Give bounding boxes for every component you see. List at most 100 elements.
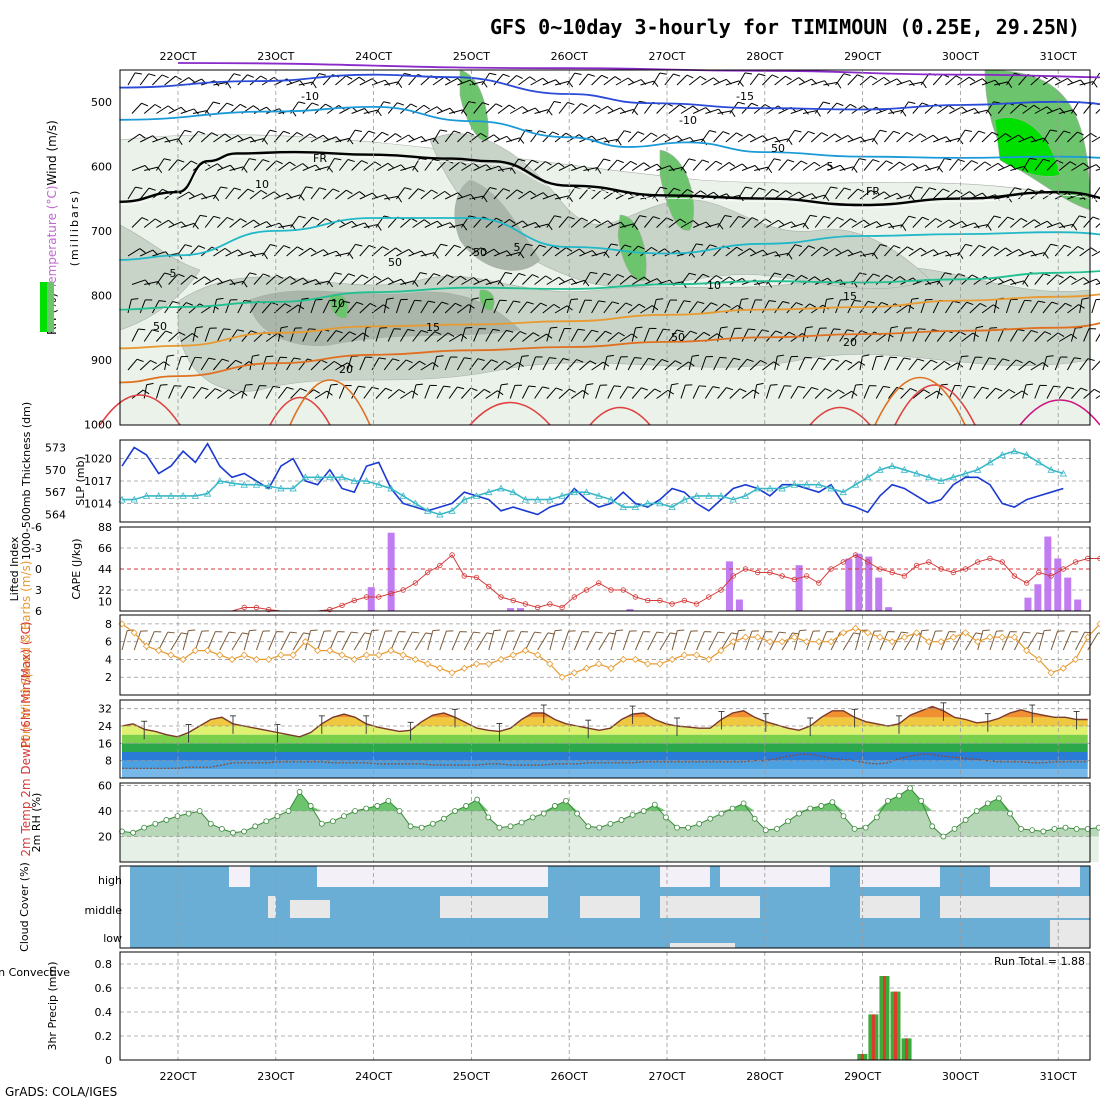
wind-barb <box>830 186 838 189</box>
wind-barb <box>457 304 469 314</box>
wind-barb <box>262 159 270 163</box>
thickness-point <box>313 473 322 481</box>
wind-barb <box>998 278 1012 285</box>
rh-point <box>929 823 936 830</box>
warm-contour <box>809 406 871 426</box>
wind-barb <box>594 104 601 109</box>
wind-barb <box>603 76 616 86</box>
contour-label: -10 <box>679 114 697 127</box>
wind-barb <box>768 300 776 303</box>
wind-barb <box>366 630 373 651</box>
wind-barb <box>440 243 448 247</box>
wind-barb <box>802 327 807 342</box>
wind-barb <box>867 300 875 304</box>
wind-barb <box>920 73 930 86</box>
wind-barb <box>736 132 743 137</box>
wind-barb <box>493 135 507 143</box>
wind-barb <box>371 629 379 632</box>
wind-barb <box>823 358 833 371</box>
wind-barb <box>326 158 335 171</box>
wind-barb <box>664 248 671 254</box>
wind-barb <box>158 631 169 651</box>
wind-barb <box>612 301 620 305</box>
wind-barb <box>519 330 527 335</box>
thickness-point <box>778 484 786 492</box>
wind-barb <box>1054 76 1061 82</box>
cape-tick: 88 <box>98 521 112 534</box>
rh-point <box>374 803 381 809</box>
wind-barb <box>802 387 813 399</box>
wind-barb <box>483 388 491 394</box>
lifted-point <box>1072 559 1079 565</box>
wind-barb <box>745 186 753 189</box>
wind-barb <box>141 217 149 221</box>
wind-speed-point <box>265 655 273 664</box>
wind-barb <box>919 133 927 139</box>
wind-barb <box>823 81 838 86</box>
rh-ylabel: 2m RH (%) <box>30 793 43 853</box>
wind-barb <box>505 75 517 86</box>
wind-barb <box>244 300 252 302</box>
wind-barb <box>835 187 845 200</box>
lifted-point <box>1011 573 1018 579</box>
wind-barb <box>705 160 717 171</box>
contour-label: 50 <box>153 320 167 333</box>
wind-barb <box>737 248 751 257</box>
wind-barb <box>696 243 704 246</box>
wind-barb <box>237 329 245 332</box>
wind-barb <box>532 274 539 278</box>
wind-barb <box>444 192 459 200</box>
wind-barb <box>582 384 587 399</box>
wind-barb <box>522 222 536 228</box>
wind-barb <box>517 129 526 143</box>
wind-barb <box>908 299 913 314</box>
wind-barb <box>989 630 997 651</box>
wind-barb <box>993 133 1006 143</box>
rh-point <box>862 824 869 831</box>
wind-barb <box>680 272 690 285</box>
wind-barb <box>460 101 470 114</box>
wind-speed-point <box>766 638 774 646</box>
wind-barb <box>827 163 834 169</box>
wind-speed-point <box>1023 646 1031 655</box>
rh-point <box>241 828 248 835</box>
wind-barb <box>199 214 207 217</box>
wind-barb <box>660 186 668 190</box>
wind-barb <box>971 160 979 164</box>
wind-barb <box>619 275 632 285</box>
rh-point <box>818 803 825 809</box>
cape-panel <box>120 527 1100 613</box>
wind-barb <box>826 297 834 300</box>
wind-barb <box>509 219 516 224</box>
wind-barb <box>546 276 560 285</box>
wind-barb <box>683 300 691 303</box>
wind-barb <box>310 187 320 200</box>
wind-barb <box>226 82 232 89</box>
wind-barb <box>717 215 726 228</box>
wind-barb <box>1079 132 1091 143</box>
wind-barb <box>384 81 398 86</box>
wind-barb <box>659 632 671 651</box>
wind-barb <box>517 361 524 367</box>
wind-barb <box>920 359 932 371</box>
wind-barb <box>773 361 780 367</box>
wind-barb <box>522 107 536 114</box>
wind-barb <box>524 631 535 651</box>
wind-barb <box>729 163 743 171</box>
wind-barb <box>233 73 241 76</box>
wind-speed-point <box>570 669 578 677</box>
wind-barb <box>485 103 497 114</box>
precip-convective-bar <box>860 1054 864 1060</box>
wind-barb <box>1042 362 1049 368</box>
wind-barb <box>596 167 602 174</box>
wind-barb <box>901 631 909 634</box>
wind-barb <box>798 193 813 200</box>
wind-barb <box>375 277 389 285</box>
wind-barb <box>1087 358 1095 361</box>
wind-barb <box>194 356 202 359</box>
wind-barb <box>213 215 221 219</box>
wind-barb <box>754 165 761 172</box>
wind-barb <box>719 356 727 359</box>
wind-barb <box>774 301 784 314</box>
wind-barb <box>974 222 980 229</box>
